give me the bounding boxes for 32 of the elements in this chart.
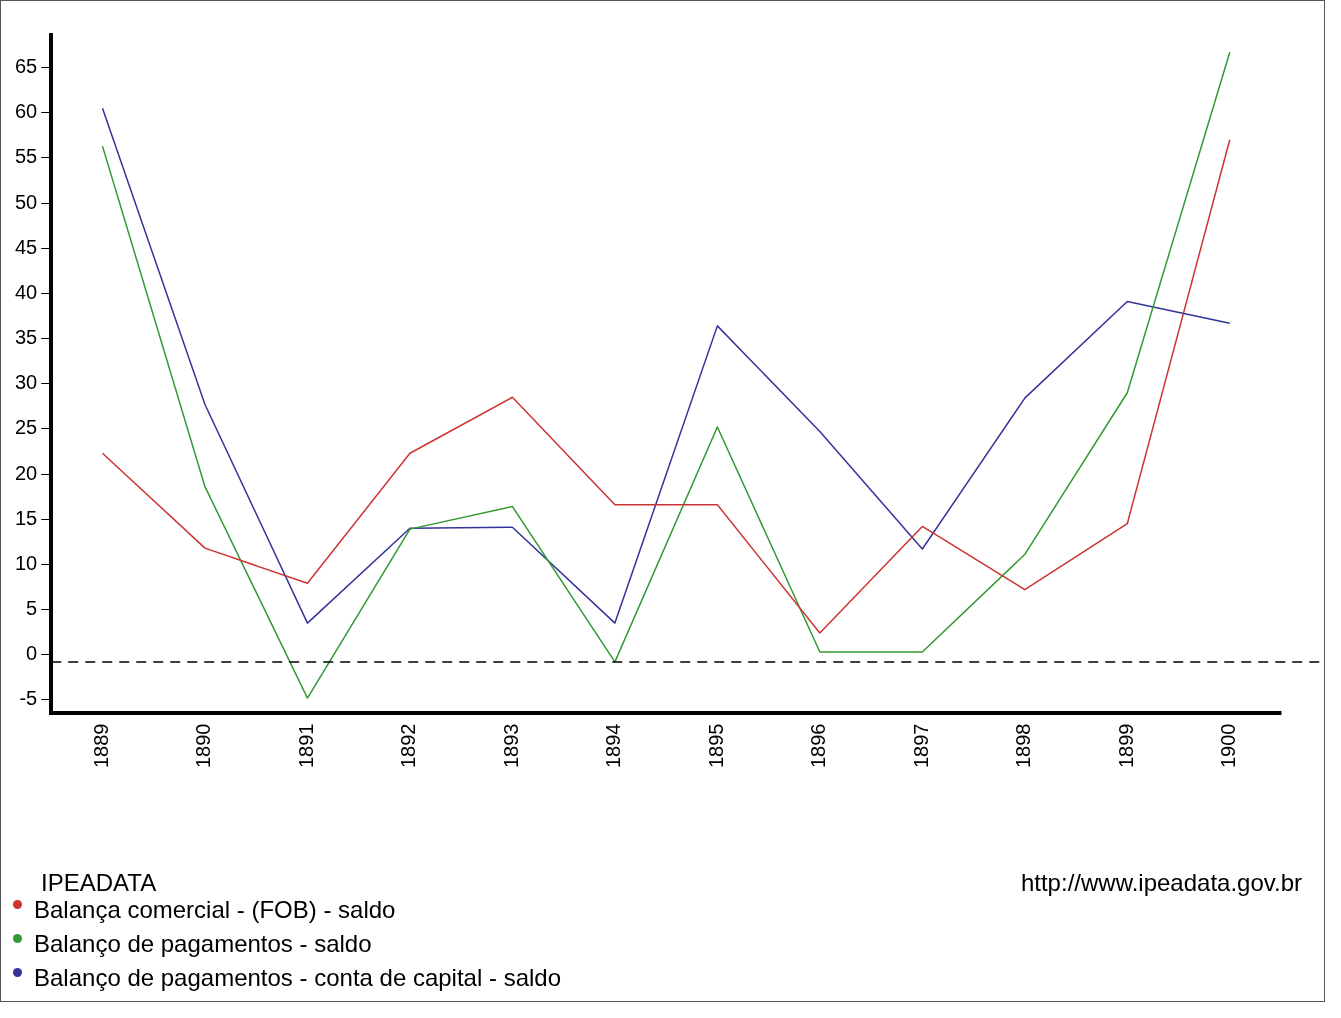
y-tick-label: 20	[15, 461, 38, 484]
y-tick-label: 30	[15, 371, 38, 394]
x-tick-label: 1896	[807, 723, 830, 769]
y-tick-label: 15	[15, 506, 38, 529]
y-tick-label: 35	[15, 326, 38, 349]
x-tick-label: 1891	[294, 723, 317, 769]
x-tick-label: 1892	[397, 723, 420, 769]
y-tick-label: 0	[26, 642, 38, 665]
y-tick-label: -5	[19, 687, 38, 710]
y-tick-label: 60	[15, 100, 38, 123]
legend-label: Balança comercial - (FOB) - saldo	[34, 895, 396, 925]
y-tick-label: 25	[15, 416, 38, 439]
x-tick-label: 1890	[192, 723, 215, 769]
y-tick-label: 10	[15, 551, 38, 574]
x-tick-label: 1895	[704, 723, 727, 769]
x-tick-label: 1898	[1012, 723, 1035, 769]
x-tick-label: 1900	[1217, 723, 1240, 769]
x-tick-label: 1889	[90, 723, 112, 769]
text: http://www.ipeadata.gov.br	[1020, 869, 1302, 897]
y-tick-label: 5	[26, 597, 38, 620]
y-tick-label: 50	[15, 190, 38, 213]
x-tick-label: 1894	[602, 723, 625, 769]
y-tick-label: 65	[15, 55, 38, 78]
y-tick-label: 40	[15, 280, 38, 303]
y-tick-label: 45	[15, 235, 38, 258]
legend-label: Balanço de pagamentos - conta de capital - saldo	[34, 963, 562, 993]
y-tick-label: 55	[15, 145, 38, 168]
x-tick-label: 1893	[499, 723, 522, 769]
x-tick-label: 1897	[909, 723, 932, 769]
text: IPEADATA	[41, 869, 157, 897]
x-tick-label: 1899	[1114, 723, 1137, 769]
legend-label: Balanço de pagamentos - saldo	[34, 929, 372, 959]
